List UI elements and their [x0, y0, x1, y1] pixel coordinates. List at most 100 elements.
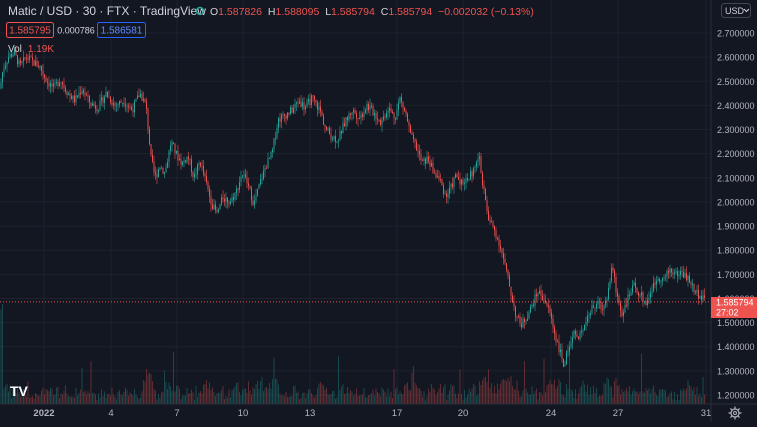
- candle: [68, 91, 69, 96]
- volume-bar: [263, 391, 264, 404]
- candle: [633, 280, 635, 287]
- volume-bar: [275, 378, 276, 404]
- candle: [447, 188, 449, 204]
- candle: [279, 112, 281, 128]
- volume-bar: [266, 386, 267, 404]
- candle: [192, 170, 194, 181]
- volume-bar: [323, 385, 324, 404]
- candle: [146, 97, 147, 115]
- volume-bar: [387, 388, 389, 404]
- sell-button[interactable]: [6, 22, 54, 38]
- tradingview-logo[interactable]: TV: [10, 383, 29, 399]
- candle: [149, 126, 150, 146]
- candle: [518, 314, 519, 319]
- volume-bar: [627, 391, 629, 404]
- volume-bar: [392, 398, 393, 404]
- volume-bar: [444, 384, 446, 404]
- candle: [417, 144, 419, 158]
- candle: [282, 111, 284, 119]
- candle: [164, 171, 165, 179]
- last-price-badge: [711, 297, 757, 318]
- candle: [644, 300, 645, 305]
- candle: [294, 98, 296, 114]
- volume-bar: [51, 388, 53, 404]
- volume-bar: [531, 386, 533, 404]
- candle: [140, 89, 141, 99]
- candle: [423, 155, 425, 166]
- volume-bar: [111, 387, 113, 404]
- volume-bar: [665, 390, 666, 404]
- candle: [387, 106, 389, 120]
- candle: [251, 185, 252, 206]
- volume-bar: [534, 391, 536, 404]
- candle: [219, 203, 221, 210]
- candle: [515, 305, 516, 322]
- candle: [450, 182, 452, 194]
- volume-bar: [371, 393, 372, 404]
- volume-bar: [680, 389, 681, 404]
- currency-button[interactable]: [721, 3, 751, 18]
- volume-bar: [108, 393, 110, 404]
- candlestick-series: [0, 45, 705, 368]
- buy-price: 1.586581: [101, 26, 143, 37]
- candle: [573, 329, 575, 339]
- volume-bar: [95, 394, 96, 404]
- volume-bar: [677, 394, 678, 404]
- candle: [107, 91, 108, 99]
- volume-bar: [584, 384, 585, 404]
- volume-bar: [21, 390, 23, 404]
- time-axis[interactable]: [0, 404, 757, 422]
- settings-gear-icon[interactable]: [728, 406, 742, 420]
- price-tick-label: 2.500000: [717, 77, 755, 87]
- candle: [243, 170, 245, 183]
- candle: [695, 289, 696, 295]
- volume-bar: [48, 391, 50, 404]
- volume-bar: [542, 395, 543, 404]
- candle: [125, 97, 126, 112]
- volume-bar: [353, 396, 354, 404]
- candle: [281, 113, 282, 129]
- volume-bar: [66, 393, 68, 404]
- candle: [512, 292, 513, 303]
- volume-bar: [329, 395, 330, 404]
- volume-bar: [350, 389, 351, 404]
- volume-bar: [120, 394, 122, 404]
- volume-bar: [192, 392, 194, 404]
- candle: [308, 94, 309, 105]
- candle: [135, 98, 137, 103]
- volume-bar: [420, 390, 422, 404]
- buy-button[interactable]: [97, 22, 146, 38]
- volume-bar: [488, 369, 489, 404]
- candle: [57, 79, 59, 90]
- volume-bar: [230, 397, 231, 404]
- candle: [53, 79, 54, 93]
- candle: [6, 61, 8, 73]
- volume-bar: [648, 388, 650, 404]
- volume-bar: [476, 396, 477, 404]
- volume-bar: [204, 383, 206, 404]
- candle: [435, 169, 437, 179]
- volume-bar: [641, 353, 642, 404]
- volume-bar: [198, 392, 200, 404]
- volume-bar: [650, 393, 651, 404]
- volume-bar: [17, 388, 18, 404]
- time-tick-label: 27: [613, 408, 624, 419]
- candle: [483, 180, 485, 195]
- volume-bar: [114, 396, 116, 404]
- symbol-title[interactable]: Matic / USD · 30 · FTX · TradingView: [8, 4, 206, 18]
- volume-bar: [146, 368, 147, 404]
- volume-bar: [674, 391, 675, 404]
- volume-bar: [477, 394, 479, 404]
- candle: [402, 101, 404, 115]
- candle: [144, 98, 146, 103]
- candle: [467, 173, 468, 183]
- volume-bar: [72, 396, 74, 404]
- volume-bar: [390, 391, 392, 404]
- price-axis[interactable]: [711, 0, 757, 404]
- volume-bar: [239, 391, 240, 404]
- source-label: TradingView: [140, 4, 206, 18]
- candle: [261, 173, 263, 185]
- candle: [120, 99, 122, 104]
- candle: [77, 94, 78, 99]
